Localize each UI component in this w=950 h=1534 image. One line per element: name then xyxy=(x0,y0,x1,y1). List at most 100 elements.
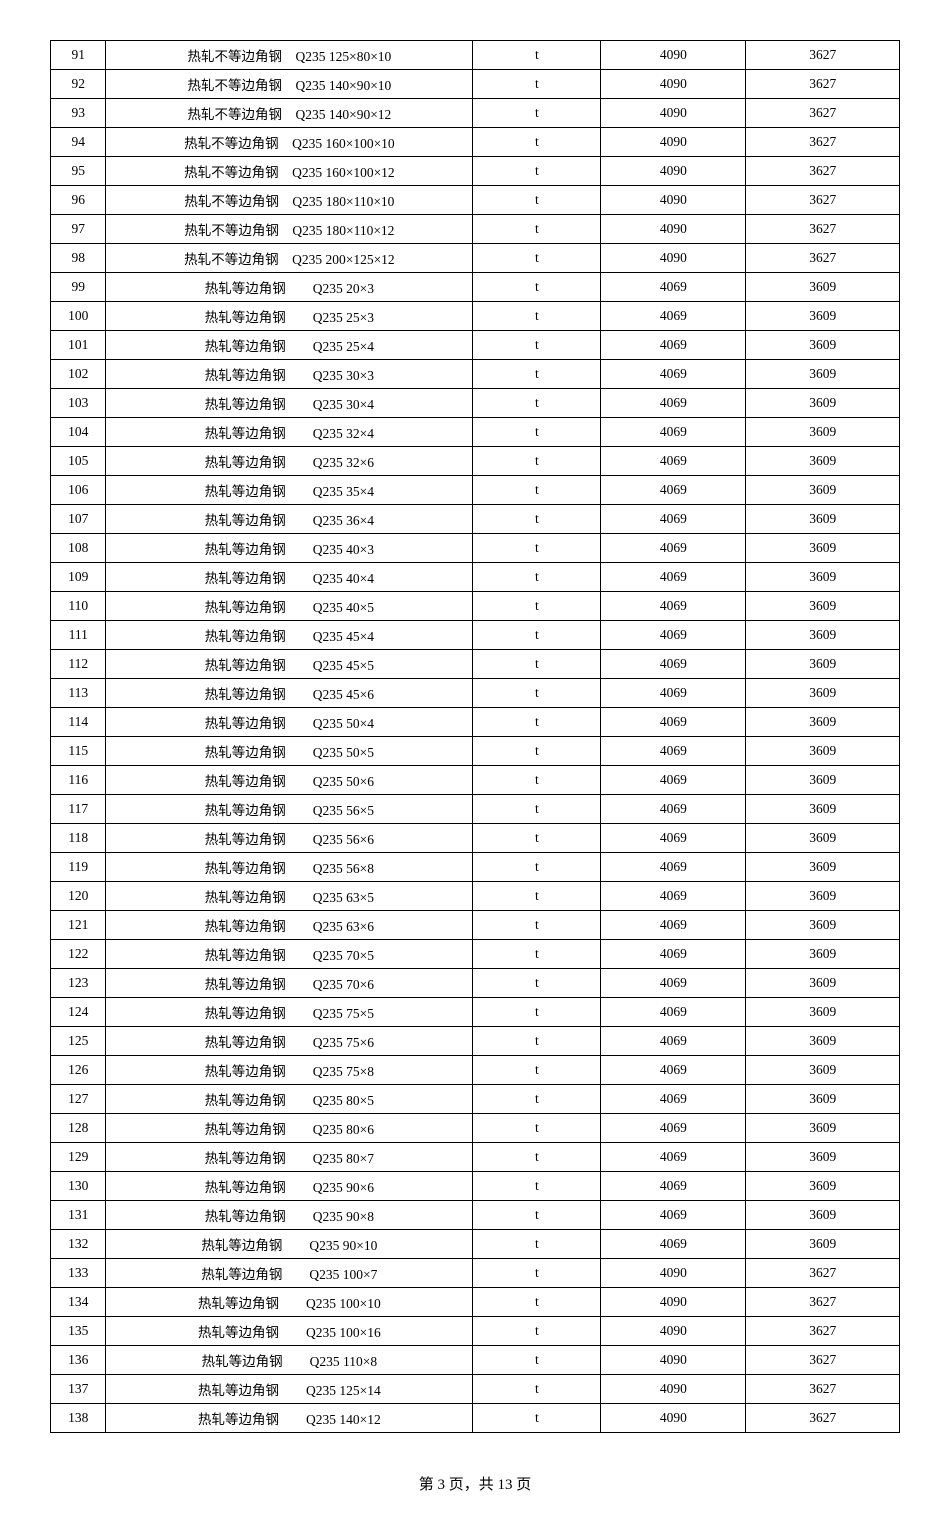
cell-value-a: 4069 xyxy=(601,1230,746,1259)
cell-description: 热轧等边角钢 Q235 32×4 xyxy=(106,418,473,447)
cell-value-b: 3627 xyxy=(746,244,900,273)
table-row: 97热轧不等边角钢 Q235 180×110×12t40903627 xyxy=(51,215,900,244)
cell-unit: t xyxy=(473,592,601,621)
cell-number: 134 xyxy=(51,1288,106,1317)
cell-description: 热轧不等边角钢 Q235 140×90×10 xyxy=(106,70,473,99)
cell-number: 138 xyxy=(51,1404,106,1433)
cell-value-b: 3609 xyxy=(746,273,900,302)
cell-unit: t xyxy=(473,389,601,418)
cell-description: 热轧等边角钢 Q235 45×4 xyxy=(106,621,473,650)
cell-description: 热轧等边角钢 Q235 70×6 xyxy=(106,969,473,998)
cell-description: 热轧不等边角钢 Q235 180×110×10 xyxy=(106,186,473,215)
cell-description: 热轧不等边角钢 Q235 160×100×12 xyxy=(106,157,473,186)
cell-number: 117 xyxy=(51,795,106,824)
table-row: 129热轧等边角钢 Q235 80×7t40693609 xyxy=(51,1143,900,1172)
table-row: 132热轧等边角钢 Q235 90×10t40693609 xyxy=(51,1230,900,1259)
table-body: 91热轧不等边角钢 Q235 125×80×10t4090362792热轧不等边… xyxy=(51,41,900,1433)
table-row: 137热轧等边角钢 Q235 125×14t40903627 xyxy=(51,1375,900,1404)
cell-value-b: 3627 xyxy=(746,215,900,244)
cell-value-b: 3609 xyxy=(746,389,900,418)
cell-value-b: 3609 xyxy=(746,1230,900,1259)
cell-description: 热轧等边角钢 Q235 125×14 xyxy=(106,1375,473,1404)
table-row: 136热轧等边角钢 Q235 110×8t40903627 xyxy=(51,1346,900,1375)
table-row: 92热轧不等边角钢 Q235 140×90×10t40903627 xyxy=(51,70,900,99)
cell-description: 热轧不等边角钢 Q235 200×125×12 xyxy=(106,244,473,273)
cell-number: 112 xyxy=(51,650,106,679)
cell-value-b: 3627 xyxy=(746,1259,900,1288)
cell-description: 热轧等边角钢 Q235 90×6 xyxy=(106,1172,473,1201)
table-row: 111热轧等边角钢 Q235 45×4t40693609 xyxy=(51,621,900,650)
cell-unit: t xyxy=(473,766,601,795)
cell-number: 132 xyxy=(51,1230,106,1259)
cell-value-a: 4069 xyxy=(601,650,746,679)
table-row: 124热轧等边角钢 Q235 75×5t40693609 xyxy=(51,998,900,1027)
cell-value-a: 4090 xyxy=(601,1259,746,1288)
cell-value-a: 4090 xyxy=(601,157,746,186)
cell-unit: t xyxy=(473,853,601,882)
cell-description: 热轧等边角钢 Q235 25×3 xyxy=(106,302,473,331)
cell-unit: t xyxy=(473,1056,601,1085)
cell-unit: t xyxy=(473,1404,601,1433)
cell-number: 129 xyxy=(51,1143,106,1172)
cell-value-b: 3609 xyxy=(746,853,900,882)
cell-unit: t xyxy=(473,795,601,824)
cell-number: 125 xyxy=(51,1027,106,1056)
cell-value-a: 4069 xyxy=(601,563,746,592)
cell-description: 热轧等边角钢 Q235 56×5 xyxy=(106,795,473,824)
cell-number: 110 xyxy=(51,592,106,621)
cell-value-b: 3609 xyxy=(746,447,900,476)
table-row: 120热轧等边角钢 Q235 63×5t40693609 xyxy=(51,882,900,911)
cell-value-a: 4069 xyxy=(601,331,746,360)
cell-value-a: 4069 xyxy=(601,360,746,389)
page-footer: 第 3 页，共 13 页 xyxy=(50,1473,900,1494)
cell-value-a: 4069 xyxy=(601,1056,746,1085)
cell-number: 111 xyxy=(51,621,106,650)
cell-unit: t xyxy=(473,679,601,708)
cell-number: 106 xyxy=(51,476,106,505)
cell-unit: t xyxy=(473,1085,601,1114)
cell-unit: t xyxy=(473,882,601,911)
cell-value-b: 3627 xyxy=(746,41,900,70)
cell-unit: t xyxy=(473,737,601,766)
cell-unit: t xyxy=(473,1259,601,1288)
cell-description: 热轧等边角钢 Q235 75×6 xyxy=(106,1027,473,1056)
cell-value-b: 3609 xyxy=(746,1172,900,1201)
cell-value-a: 4069 xyxy=(601,302,746,331)
cell-number: 121 xyxy=(51,911,106,940)
cell-unit: t xyxy=(473,447,601,476)
cell-description: 热轧等边角钢 Q235 45×5 xyxy=(106,650,473,679)
cell-number: 128 xyxy=(51,1114,106,1143)
cell-number: 124 xyxy=(51,998,106,1027)
cell-description: 热轧不等边角钢 Q235 180×110×12 xyxy=(106,215,473,244)
cell-value-a: 4069 xyxy=(601,998,746,1027)
cell-number: 98 xyxy=(51,244,106,273)
cell-description: 热轧等边角钢 Q235 110×8 xyxy=(106,1346,473,1375)
cell-value-a: 4090 xyxy=(601,1317,746,1346)
cell-value-b: 3627 xyxy=(746,157,900,186)
cell-description: 热轧等边角钢 Q235 56×6 xyxy=(106,824,473,853)
cell-value-a: 4069 xyxy=(601,389,746,418)
table-row: 104热轧等边角钢 Q235 32×4t40693609 xyxy=(51,418,900,447)
cell-unit: t xyxy=(473,244,601,273)
cell-number: 94 xyxy=(51,128,106,157)
cell-value-a: 4090 xyxy=(601,1288,746,1317)
cell-value-a: 4090 xyxy=(601,1404,746,1433)
cell-value-b: 3609 xyxy=(746,998,900,1027)
cell-value-b: 3609 xyxy=(746,1056,900,1085)
cell-value-a: 4090 xyxy=(601,1375,746,1404)
cell-unit: t xyxy=(473,1027,601,1056)
cell-value-b: 3627 xyxy=(746,1288,900,1317)
cell-value-b: 3609 xyxy=(746,418,900,447)
cell-value-a: 4069 xyxy=(601,592,746,621)
cell-unit: t xyxy=(473,650,601,679)
cell-unit: t xyxy=(473,331,601,360)
cell-description: 热轧等边角钢 Q235 50×5 xyxy=(106,737,473,766)
cell-unit: t xyxy=(473,157,601,186)
cell-number: 100 xyxy=(51,302,106,331)
cell-value-b: 3609 xyxy=(746,766,900,795)
cell-value-b: 3609 xyxy=(746,1085,900,1114)
cell-value-a: 4090 xyxy=(601,1346,746,1375)
cell-description: 热轧等边角钢 Q235 140×12 xyxy=(106,1404,473,1433)
cell-description: 热轧等边角钢 Q235 35×4 xyxy=(106,476,473,505)
cell-number: 118 xyxy=(51,824,106,853)
